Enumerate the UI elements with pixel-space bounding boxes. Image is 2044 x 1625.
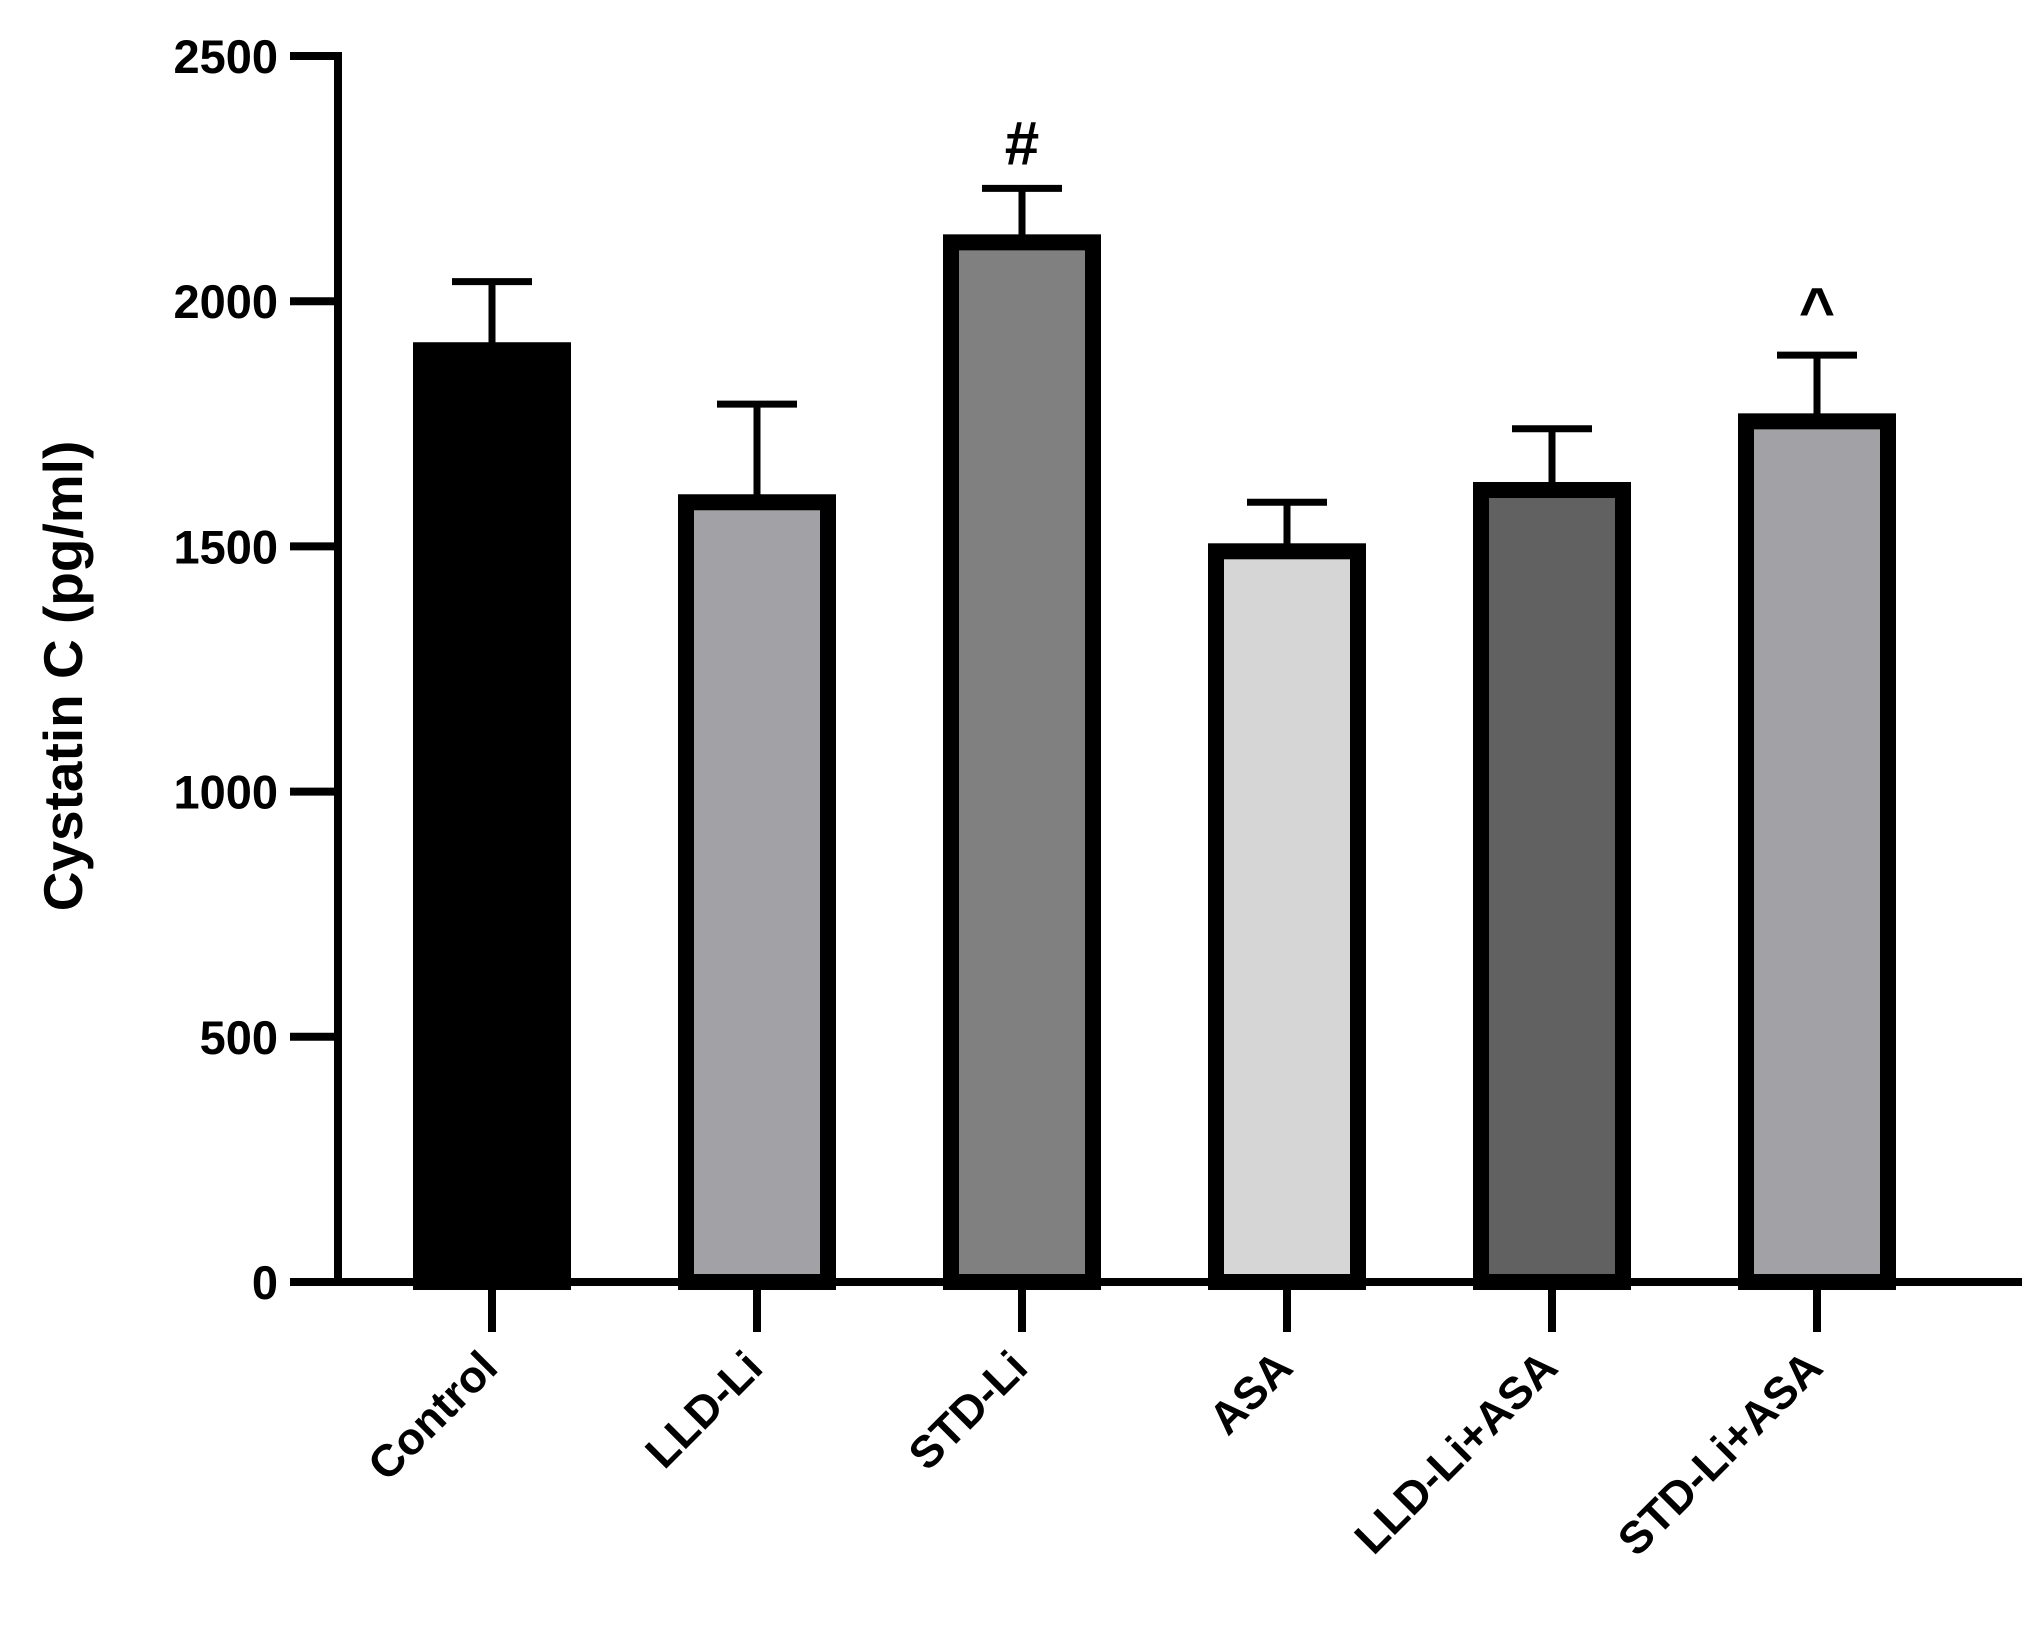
axes-layer xyxy=(334,52,2022,1286)
bar-lld-li-asa xyxy=(1473,482,1631,1290)
y-ticks-layer: 0 500 1000 1500 2000 2500 xyxy=(173,30,338,1309)
bars-layer xyxy=(413,234,1896,1291)
bar-control xyxy=(413,342,571,1290)
y-tick-label: 2000 xyxy=(173,275,278,328)
x-tick-label: STD-Li+ASA xyxy=(1608,1341,1832,1565)
significance-marker: ^ xyxy=(1799,276,1835,345)
x-ticks-layer: Control LLD-Li STD-Li ASA LLD-Li+ASA STD-Li+A… xyxy=(358,1282,1832,1565)
y-axis-title: Cystatin C (pg/ml) xyxy=(32,441,94,912)
x-tick-label: LLD-Li+ASA xyxy=(1345,1341,1568,1564)
bar-asa xyxy=(1208,543,1366,1290)
bar-std-li-asa xyxy=(1738,413,1896,1290)
y-tick-label: 0 xyxy=(252,1256,278,1309)
significance-marker: # xyxy=(1005,109,1039,178)
significance-markers-layer: #^ xyxy=(1005,109,1835,345)
bar-std-li xyxy=(943,234,1101,1290)
y-tick-label: 1500 xyxy=(173,520,278,573)
error-bars-layer xyxy=(452,184,1857,552)
y-tick-label: 2500 xyxy=(173,30,278,83)
x-tick-label: Control xyxy=(358,1341,507,1490)
bar-lld-li xyxy=(678,494,836,1291)
y-tick-label: 1000 xyxy=(173,766,278,819)
x-tick-label: ASA xyxy=(1199,1341,1302,1444)
x-tick-label: STD-Li xyxy=(898,1341,1037,1480)
x-tick-label: LLD-Li xyxy=(635,1341,772,1478)
y-tick-label: 500 xyxy=(200,1011,278,1064)
